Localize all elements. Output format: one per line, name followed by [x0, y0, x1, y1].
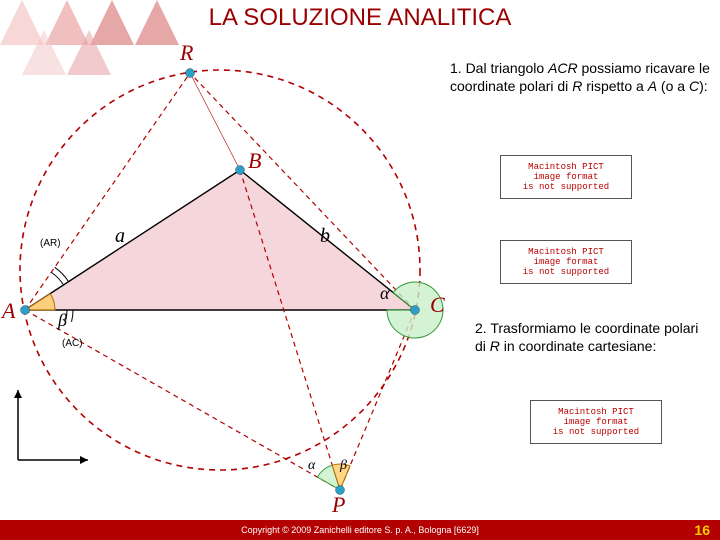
label-beta-A: β	[58, 310, 67, 331]
footer-bar: Copyright © 2009 Zanichelli editore S. p…	[0, 520, 720, 540]
slide: { "title": "LA SOLUZIONE ANALITICA", "te…	[0, 0, 720, 540]
label-B: B	[248, 148, 261, 174]
t1-end: (o a	[657, 78, 689, 94]
label-b: b	[320, 225, 330, 248]
slide-title: LA SOLUZIONE ANALITICA	[0, 4, 720, 32]
t1-c: C	[689, 78, 699, 94]
pict1-text: Macintosh PICT image format is not suppo…	[523, 162, 609, 192]
t1-acr: ACR	[548, 60, 578, 76]
label-alpha-P: α	[308, 458, 315, 474]
pict-placeholder-2: Macintosh PICT image format is not suppo…	[500, 240, 632, 284]
label-alpha-C: α	[380, 283, 389, 304]
label-P: P	[332, 492, 345, 518]
label-a: a	[115, 225, 125, 248]
t2-r: R	[490, 338, 500, 354]
pict-placeholder-3: Macintosh PICT image format is not suppo…	[530, 400, 662, 444]
page-number: 16	[694, 522, 710, 538]
pict3-text: Macintosh PICT image format is not suppo…	[553, 407, 639, 437]
t1-r: R	[572, 78, 582, 94]
t1-a: A	[648, 78, 657, 94]
step-1-text: 1. Dal triangolo ACR possiamo ricavare l…	[450, 60, 710, 95]
label-R: R	[180, 40, 193, 66]
label-AC: (AC)	[62, 338, 83, 349]
label-C: C	[430, 292, 445, 318]
label-AR: (AR)	[40, 238, 61, 249]
copyright-text: Copyright © 2009 Zanichelli editore S. p…	[241, 525, 479, 535]
t2-end: in coordinate cartesiane:	[500, 338, 656, 354]
pict-placeholder-1: Macintosh PICT image format is not suppo…	[500, 155, 632, 199]
label-A: A	[2, 298, 15, 324]
t1-mid2: rispetto a	[582, 78, 647, 94]
label-beta-P: β	[340, 458, 347, 474]
pict2-text: Macintosh PICT image format is not suppo…	[523, 247, 609, 277]
t1-close: ):	[699, 78, 708, 94]
t1-pre: 1. Dal triangolo	[450, 60, 548, 76]
step-2-text: 2. Trasformiamo le coordinate polari di …	[475, 320, 705, 355]
